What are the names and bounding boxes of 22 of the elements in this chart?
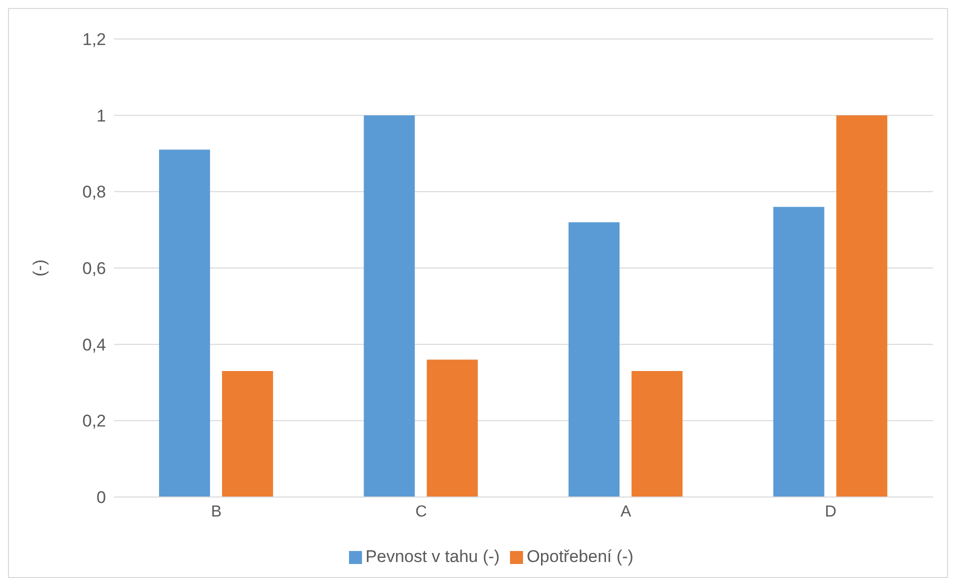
x-tick-label: B	[211, 503, 222, 520]
y-tick-label: 0,8	[82, 182, 106, 202]
y-tick-label: 1,2	[82, 30, 106, 50]
y-tick-label: 1	[96, 106, 106, 126]
bar	[426, 360, 478, 497]
legend-label: Pevnost v tahu (-)	[366, 547, 500, 566]
x-tick-label: A	[620, 503, 632, 520]
bar	[222, 371, 274, 497]
bar	[159, 150, 210, 497]
bar	[632, 371, 683, 497]
x-tick-label: C	[415, 503, 427, 520]
bar	[364, 115, 415, 497]
legend-label: Opotřebení (-)	[526, 547, 634, 566]
y-axis-title: (-)	[30, 260, 50, 276]
y-tick-label: 0,6	[82, 259, 106, 278]
bar	[836, 115, 888, 497]
x-tick-label: D	[824, 503, 836, 520]
y-tick-label: 0,2	[82, 412, 106, 431]
bar	[773, 206, 824, 497]
y-tick-label: 0	[96, 488, 106, 508]
y-tick-label: 0,4	[82, 335, 106, 354]
bar	[568, 222, 620, 497]
